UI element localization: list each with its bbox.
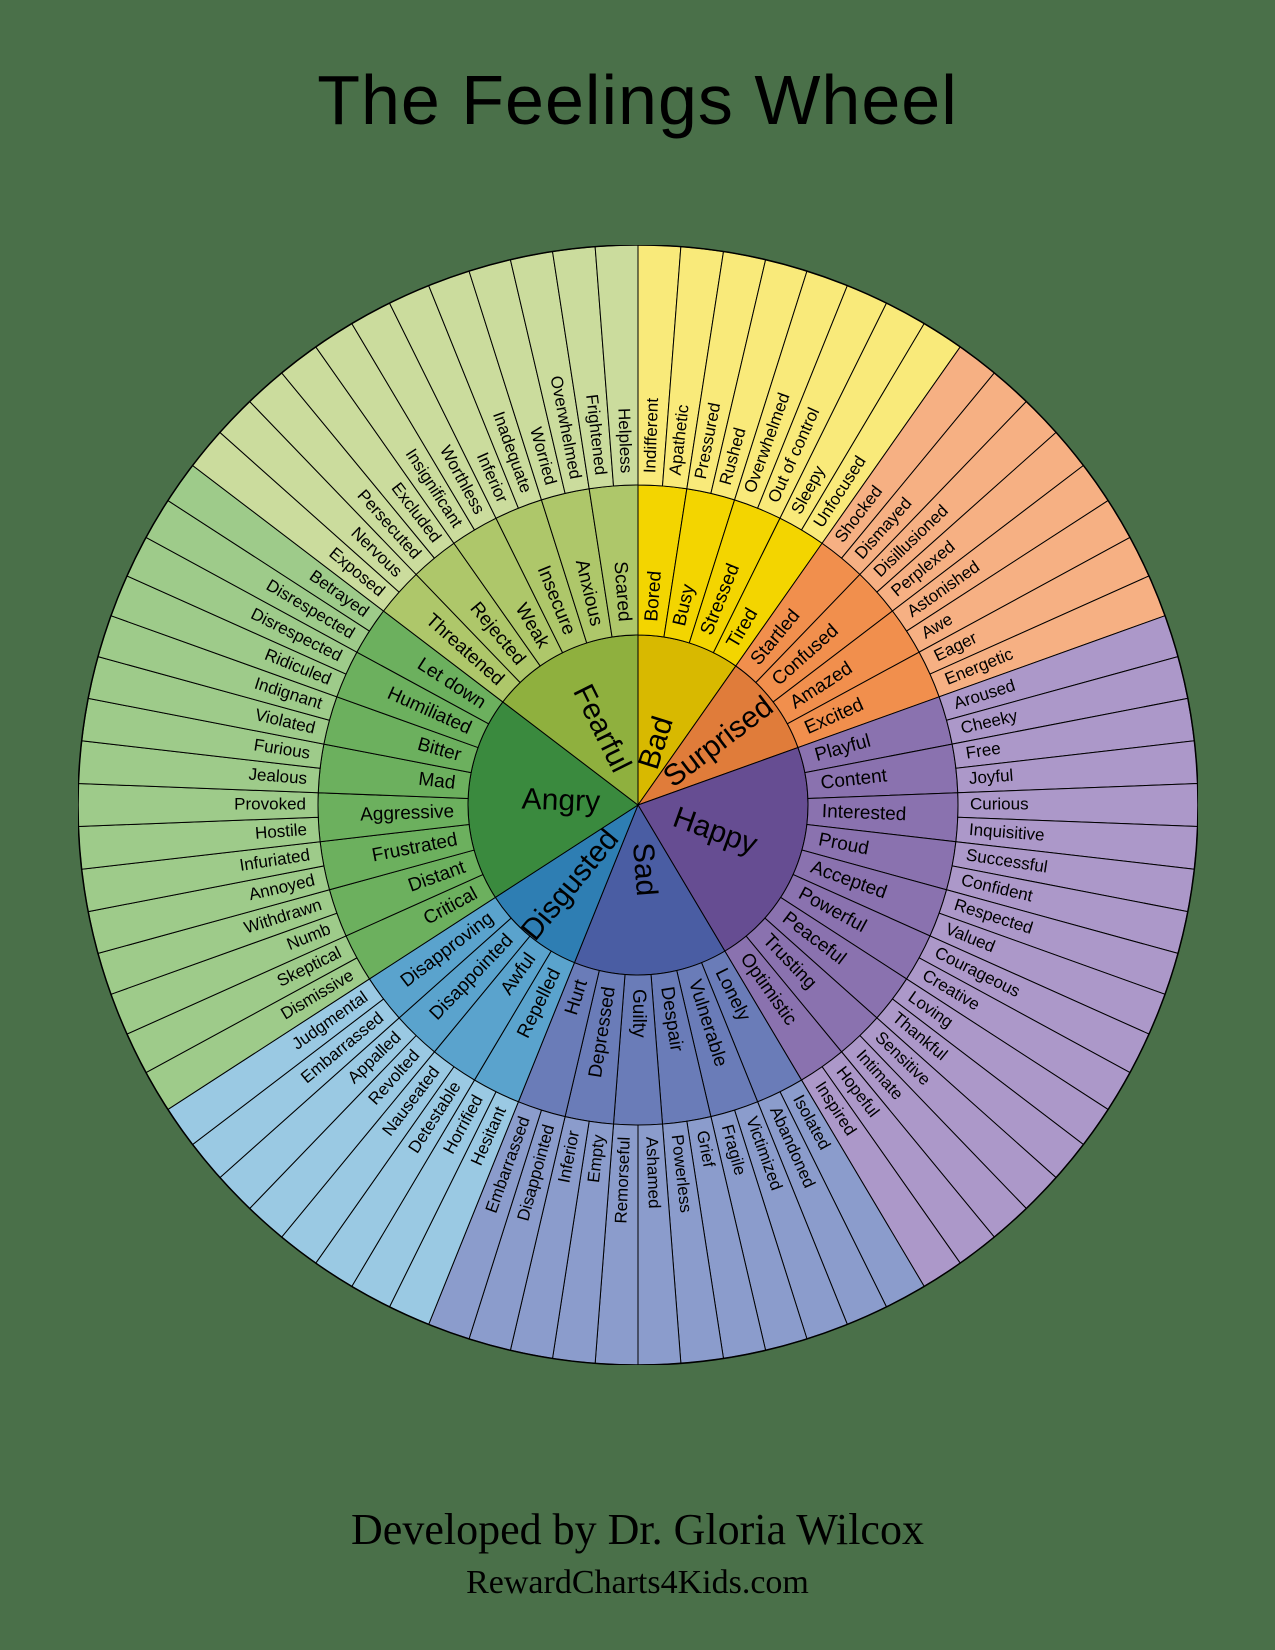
mid-label-bored: Bored: [641, 570, 666, 622]
outer-label-joyful: Joyful: [968, 766, 1014, 788]
page-title: The Feelings Wheel: [0, 60, 1275, 140]
feelings-wheel: BoredIndifferentApatheticBusyPressuredRu…: [78, 245, 1198, 1365]
outer-label-indifferent: Indifferent: [640, 397, 662, 473]
subtitle: Developed by Dr. Gloria Wilcox: [0, 1504, 1275, 1555]
core-label-angry: Angry: [521, 782, 601, 818]
mid-label-aggressive: Aggressive: [359, 801, 454, 826]
core-label-sad: Sad: [626, 842, 663, 898]
outer-label-helpless: Helpless: [614, 408, 635, 474]
outer-label-remorseful: Remorseful: [611, 1136, 633, 1224]
outer-label-ashamed: Ashamed: [642, 1136, 664, 1209]
outer-label-provoked: Provoked: [234, 794, 306, 813]
outer-label-curious: Curious: [970, 794, 1029, 813]
outer-label-hostile: Hostile: [254, 820, 307, 843]
mid-label-mad: Mad: [417, 769, 456, 794]
source-url: RewardCharts4Kids.com: [0, 1564, 1275, 1602]
page: The Feelings Wheel BoredIndifferentApath…: [0, 0, 1275, 1650]
mid-label-interested: Interested: [821, 801, 906, 825]
mid-label-guilty: Guilty: [627, 989, 648, 1038]
